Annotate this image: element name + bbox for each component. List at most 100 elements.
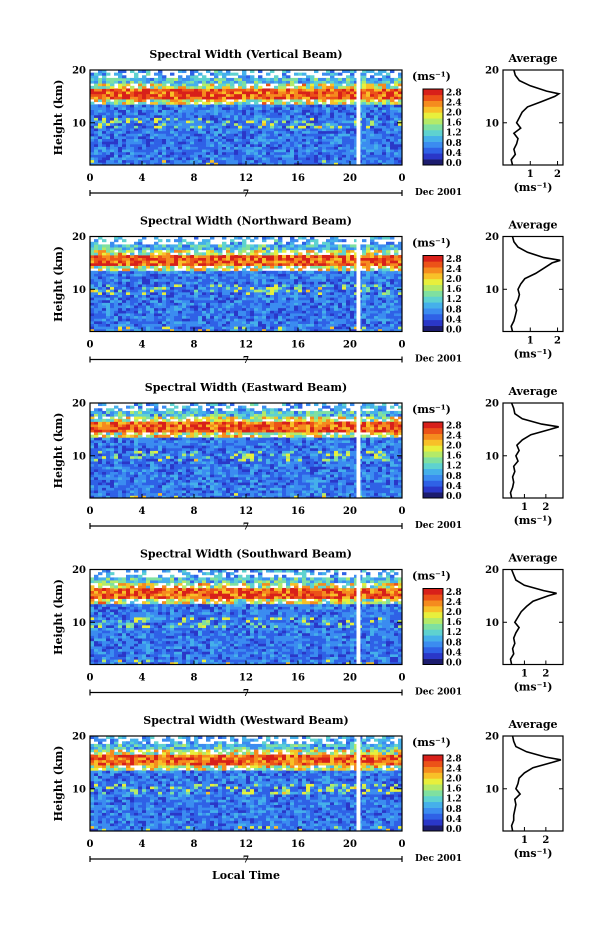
heatmap-cell: [302, 328, 307, 332]
heatmap-cell: [306, 310, 311, 314]
heatmap-cell: [106, 326, 111, 330]
heatmap-cell: [190, 154, 195, 158]
heatmap-cell: [178, 138, 183, 142]
heatmap-cell: [374, 297, 379, 301]
heatmap-cell: [346, 109, 351, 113]
heatmap-cell: [302, 154, 307, 158]
heatmap-cell: [230, 117, 235, 121]
heatmap-cell: [102, 310, 107, 314]
heatmap-cell: [366, 302, 371, 306]
heatmap-cell: [310, 273, 315, 277]
heatmap-cell: [354, 112, 359, 116]
heatmap-cell: [94, 254, 99, 259]
heatmap-cell: [394, 254, 399, 259]
heatmap-cell: [342, 162, 347, 166]
heatmap-cell: [290, 106, 295, 110]
heatmap-cell: [326, 159, 331, 163]
heatmap-cell: [230, 262, 235, 266]
heatmap-cell: [198, 80, 203, 84]
heatmap-cell: [114, 72, 119, 76]
heatmap-cell: [214, 149, 219, 153]
heatmap-cell: [166, 297, 171, 301]
heatmap-cell: [182, 323, 187, 327]
heatmap-cell: [302, 305, 307, 309]
heatmap-cell: [90, 88, 95, 92]
heatmap-cell: [242, 297, 247, 301]
heatmap-cell: [166, 138, 171, 142]
heatmap-cell: [386, 305, 391, 309]
heatmap-cell: [158, 125, 163, 129]
heatmap-cell: [174, 146, 179, 150]
heatmap-cell: [286, 151, 291, 155]
heatmap-cell: [350, 159, 355, 163]
heatmap-cell: [242, 289, 247, 293]
heatmap-cell: [338, 313, 343, 317]
heatmap-cell: [310, 157, 315, 161]
heatmap-cell: [266, 109, 271, 113]
heatmap-cell: [310, 114, 315, 118]
heatmap-cell: [162, 260, 167, 264]
heatmap-cell: [258, 135, 263, 140]
heatmap-cell: [322, 286, 327, 290]
heatmap-cell: [254, 91, 259, 95]
heatmap-cell: [170, 289, 175, 293]
heatmap-cell: [130, 328, 135, 332]
heatmap-cell: [146, 297, 151, 301]
heatmap-cell: [170, 278, 175, 282]
heatmap-cell: [110, 284, 115, 288]
heatmap-cell: [134, 162, 139, 166]
heatmap-cell: [286, 135, 291, 140]
heatmap-cell: [134, 291, 139, 295]
heatmap-cell: [142, 128, 147, 132]
heatmap-cell: [270, 109, 275, 113]
heatmap-cell: [190, 254, 195, 259]
heatmap-cell: [322, 77, 327, 81]
heatmap-cell: [374, 149, 379, 153]
heatmap-cell: [366, 310, 371, 314]
heatmap-cell: [154, 323, 159, 327]
heatmap-cell: [246, 130, 251, 134]
heatmap-cell: [126, 262, 131, 266]
heatmap-cell: [370, 109, 375, 113]
heatmap-cell: [286, 310, 291, 314]
heatmap-cell: [214, 93, 219, 97]
heatmap-cell: [242, 141, 247, 145]
heatmap-cell: [110, 305, 115, 309]
heatmap-cell: [198, 91, 203, 95]
heatmap-cell: [318, 265, 323, 269]
heatmap-cell: [106, 104, 111, 108]
heatmap-cell: [294, 318, 299, 322]
heatmap-cell: [90, 299, 95, 303]
heatmap-cell: [330, 77, 335, 81]
heatmap-cell: [206, 104, 211, 108]
heatmap-cell: [186, 138, 191, 142]
heatmap-cell: [130, 249, 135, 253]
heatmap-cell: [130, 151, 135, 155]
heatmap-cell: [154, 106, 159, 110]
heatmap-cell: [174, 122, 179, 126]
heatmap-cell: [214, 135, 219, 140]
heatmap-cell: [286, 260, 291, 264]
heatmap-cell: [258, 299, 263, 303]
heatmap-cell: [186, 305, 191, 309]
heatmap-cell: [90, 114, 95, 118]
heatmap-cell: [166, 284, 171, 288]
heatmap-cell: [286, 128, 291, 132]
heatmap-cell: [254, 130, 259, 134]
heatmap-cell: [214, 320, 219, 324]
heatmap-cell: [94, 318, 99, 322]
heatmap-cell: [114, 286, 119, 290]
heatmap-cell: [350, 294, 355, 298]
heatmap-cell: [186, 254, 191, 259]
heatmap-cell: [318, 159, 323, 163]
heatmap-cell: [286, 302, 291, 306]
heatmap-cell: [190, 128, 195, 132]
heatmap-cell: [234, 305, 239, 309]
heatmap-cell: [226, 315, 231, 319]
heatmap-cell: [270, 257, 275, 261]
heatmap-cell: [314, 307, 319, 311]
heatmap-cell: [214, 75, 219, 79]
heatmap-cell: [374, 328, 379, 332]
heatmap-cell: [222, 77, 227, 81]
heatmap-cell: [346, 106, 351, 110]
